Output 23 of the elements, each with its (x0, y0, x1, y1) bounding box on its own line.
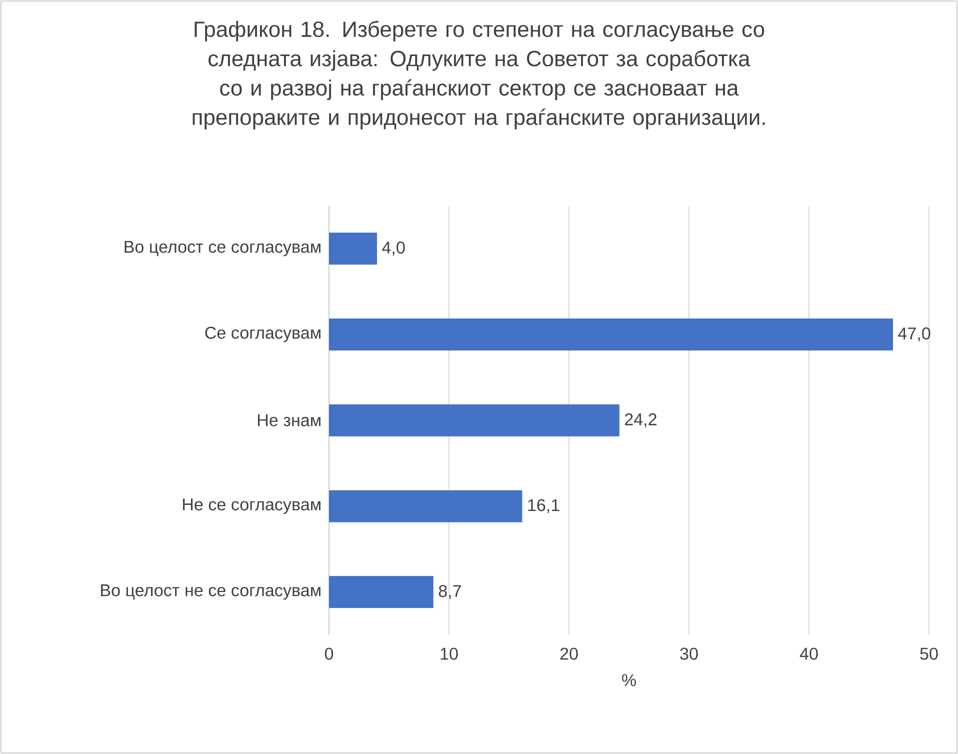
data-label: 47,0 (898, 327, 930, 342)
x-tick-label: 40 (800, 648, 818, 660)
x-tick-label: 20 (560, 648, 578, 660)
chart-title: Графикон 18. Изберете го степенот на согласување со следната изјава: Одлуките на Советот за соработка со и развој на граѓанскиот сектор се засноваат на препораките и придонесот на граѓанските организации. (192, 20, 765, 130)
data-label: 8,7 (438, 585, 461, 600)
y-tick-label: Во целост не се согласувам (101, 584, 320, 600)
data-label: 4,0 (382, 242, 405, 256)
x-tick-label: 30 (680, 648, 698, 660)
data-label: 16,1 (528, 499, 560, 514)
x-tick-label: 50 (920, 648, 938, 660)
y-tick-label: Се согласувам (205, 326, 320, 342)
bar (329, 232, 377, 265)
bar (329, 576, 434, 608)
x-axis-title: % (622, 674, 636, 686)
x-tick-label: 0 (324, 648, 334, 660)
y-tick-label: Во целост се согласувам (124, 240, 320, 256)
data-label: 24,2 (624, 413, 656, 428)
bar (329, 404, 620, 436)
bar (329, 318, 893, 350)
y-tick-label: Не се согласувам (183, 498, 320, 514)
x-tick-label: 10 (440, 648, 458, 660)
y-tick-label: Не знам (258, 414, 320, 426)
bar (329, 490, 522, 522)
